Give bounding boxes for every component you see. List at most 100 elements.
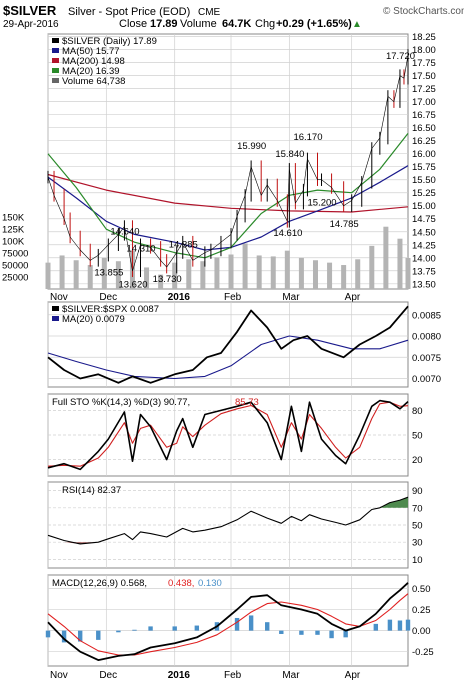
x-tick-label-top-4: Mar bbox=[282, 292, 300, 303]
y-tick-label-0-8: 16.25 bbox=[412, 136, 436, 147]
volume-bar-14 bbox=[242, 243, 248, 289]
macd-hist-bar-1 bbox=[61, 630, 67, 643]
y-tick-label-0-14: 14.75 bbox=[412, 214, 436, 225]
volume-bar-3 bbox=[87, 265, 93, 289]
ratio-panel: 0.0085 0.0080 0.0075 0.0070 $SILVER:$SPX 0.0… bbox=[47, 301, 441, 388]
macd-signal-line bbox=[47, 593, 409, 656]
x-tick-label-top-5: Apr bbox=[345, 292, 361, 303]
volume-tick-label-0: 150K bbox=[2, 213, 25, 224]
macd-legend-signal: 0.438, bbox=[168, 578, 194, 589]
y-tick-label-1-1: 0.0080 bbox=[412, 332, 441, 343]
legend-swatch-3 bbox=[52, 68, 59, 73]
y-tick-label-0-11: 15.50 bbox=[412, 175, 436, 186]
price-annotation-10: 14.610 bbox=[273, 228, 302, 239]
macd-hist-bar-7 bbox=[172, 626, 177, 631]
macd-hist-bar-6 bbox=[148, 626, 153, 631]
x-tick-label-bottom-1: Dec bbox=[99, 670, 117, 681]
header-date: 29-Apr-2016 bbox=[3, 19, 59, 30]
y-tick-label-1-0: 0.0085 bbox=[412, 310, 441, 321]
price-annotation-9: 15.200 bbox=[308, 197, 337, 208]
y-tick-label-1-3: 0.0070 bbox=[412, 374, 441, 385]
y-tick-label-0-17: 14.00 bbox=[412, 253, 436, 264]
x-tick-label-bottom-0: Nov bbox=[50, 670, 68, 681]
volume-bar-8 bbox=[158, 274, 164, 289]
volume-bar-19 bbox=[312, 260, 318, 289]
y-tick-label-0-5: 17.00 bbox=[412, 97, 436, 108]
price-annotation-12: 17.720 bbox=[386, 51, 415, 62]
legend-swatch-0 bbox=[52, 38, 59, 43]
x-tick-label-top-0: Nov bbox=[50, 292, 68, 303]
ratio-legend-entry-0: $SILVER:$SPX 0.0087 bbox=[62, 304, 159, 315]
x-tick-label-bottom-2: 2016 bbox=[168, 670, 191, 681]
sto-legend-d: 85.73 bbox=[235, 397, 259, 408]
y-tick-label-0-18: 13.75 bbox=[412, 266, 436, 277]
y-tick-label-0-16: 14.25 bbox=[412, 240, 436, 251]
ratio-legend-swatch-0 bbox=[52, 306, 59, 311]
y-tick-label-0-3: 17.50 bbox=[412, 71, 436, 82]
y-tick-label-3-3: 30 bbox=[412, 538, 423, 549]
volume-bar-20 bbox=[327, 262, 333, 289]
volume-tick-label-3: 75000 bbox=[2, 249, 28, 260]
volume-bar-23 bbox=[369, 245, 375, 289]
y-tick-label-0-6: 16.75 bbox=[412, 110, 436, 121]
x-tick-label-bottom-5: Apr bbox=[345, 670, 361, 681]
y-tick-label-1-2: 0.0075 bbox=[412, 353, 441, 364]
macd-hist-bar-15 bbox=[315, 630, 320, 635]
chg-label: Chg bbox=[255, 18, 275, 30]
copyright-label: © StockCharts.com bbox=[383, 6, 464, 17]
macd-hist-bar-16 bbox=[329, 630, 334, 639]
volume-label: Volume bbox=[180, 18, 217, 30]
volume-bar-16 bbox=[270, 256, 276, 289]
y-tick-label-4-2: 0.00 bbox=[412, 626, 431, 637]
y-tick-label-3-2: 50 bbox=[412, 521, 423, 532]
x-tick-label-top-2: 2016 bbox=[168, 292, 191, 303]
chg-up-arrow-icon: ▲ bbox=[352, 19, 362, 30]
rsi-line bbox=[47, 496, 409, 545]
y-tick-label-2-1: 50 bbox=[412, 431, 423, 442]
y-tick-label-0-4: 17.25 bbox=[412, 84, 436, 95]
macd-hist-bar-8 bbox=[194, 625, 200, 631]
sto-d-line bbox=[47, 401, 409, 467]
volume-bar-0 bbox=[45, 262, 51, 289]
volume-tick-label-4: 50000 bbox=[2, 261, 28, 272]
volume-bar-9 bbox=[172, 262, 178, 289]
y-tick-label-0-12: 15.25 bbox=[412, 188, 436, 199]
macd-legend-macd: MACD(12,26,9) 0.568, bbox=[52, 578, 147, 589]
price-annotation-2: 14.385 bbox=[169, 240, 198, 251]
legend-swatch-1 bbox=[52, 48, 59, 53]
legend-entry-3: MA(20) 16.39 bbox=[62, 66, 120, 77]
price-annotation-1: 14.310 bbox=[127, 244, 156, 255]
volume-value: 64.7K bbox=[222, 18, 251, 30]
x-tick-label-bottom-4: Mar bbox=[282, 670, 300, 681]
volume-tick-label-1: 125K bbox=[2, 225, 25, 236]
ratio-ma-line bbox=[47, 335, 409, 380]
macd-line bbox=[47, 582, 409, 661]
volume-bar-18 bbox=[298, 257, 304, 289]
volume-bar-26 bbox=[405, 257, 411, 289]
stochastic-panel: 80 50 20 Full STO %K(14,3) %D(3) 90.77, 85.7… bbox=[47, 393, 423, 477]
y-tick-label-0-9: 16.00 bbox=[412, 149, 436, 160]
y-tick-label-3-4: 10 bbox=[412, 555, 423, 566]
macd-hist-bar-12 bbox=[265, 622, 270, 631]
macd-hist-bar-2 bbox=[77, 630, 83, 642]
ratio-line bbox=[47, 305, 409, 384]
ratio-legend-swatch-1 bbox=[52, 316, 59, 321]
price-line bbox=[47, 55, 409, 272]
volume-bar-21 bbox=[341, 265, 347, 289]
legend-entry-0: $SILVER (Daily) 17.89 bbox=[62, 36, 157, 47]
price-annotation-8: 16.170 bbox=[293, 132, 322, 143]
volume-bar-2 bbox=[73, 260, 79, 289]
macd-hist-bar-0 bbox=[45, 630, 51, 638]
panel-frame-1 bbox=[47, 301, 409, 388]
volume-bar-13 bbox=[228, 254, 234, 289]
instrument-name: Silver - Spot Price (EOD) bbox=[68, 6, 190, 18]
macd-hist-bar-14 bbox=[299, 630, 304, 635]
legend-swatch-2 bbox=[52, 58, 59, 63]
rsi-legend-entry: RSI(14) 82.37 bbox=[62, 485, 121, 496]
symbol-title: $SILVER bbox=[3, 3, 57, 18]
y-tick-label-4-0: 0.50 bbox=[412, 584, 431, 595]
exchange-label: CME bbox=[198, 7, 221, 18]
rsi-oversold-fill bbox=[48, 542, 408, 544]
